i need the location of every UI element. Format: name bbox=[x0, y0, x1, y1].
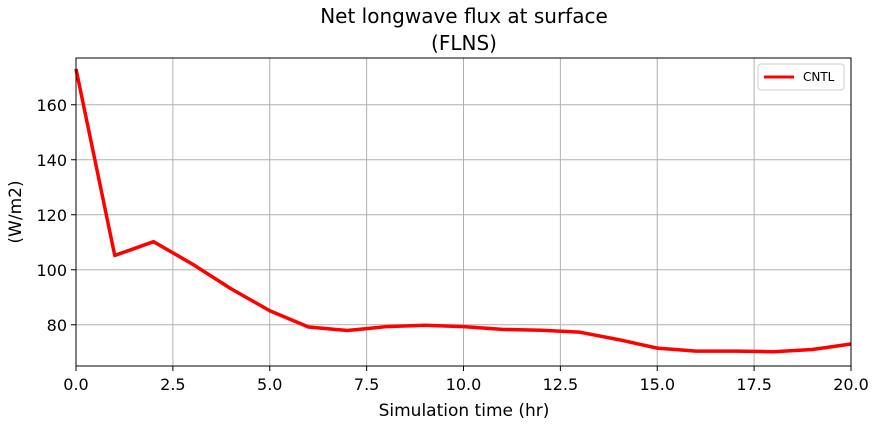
x-tick-label: 17.5 bbox=[736, 375, 772, 394]
legend: CNTL bbox=[757, 63, 845, 91]
grid bbox=[75, 58, 852, 366]
legend-box bbox=[757, 63, 845, 91]
x-axis: 0.0 2.5 5.0 7.5 10.0 12.5 15.0 17.5 20.0 bbox=[63, 366, 869, 394]
series-layer bbox=[74, 68, 852, 354]
y-tick-label: 160 bbox=[36, 96, 67, 115]
y-axis-label: (W/m2) bbox=[6, 180, 26, 243]
series-line-cntl bbox=[74, 68, 852, 354]
x-tick-label: 2.5 bbox=[160, 375, 185, 394]
y-tick-label: 100 bbox=[36, 261, 67, 280]
legend-label-cntl: CNTL bbox=[803, 70, 835, 84]
x-axis-label: Simulation time (hr) bbox=[379, 401, 550, 421]
y-axis: 80 100 120 140 160 bbox=[36, 96, 76, 335]
x-tick-label: 10.0 bbox=[446, 375, 482, 394]
x-tick-label: 12.5 bbox=[543, 375, 579, 394]
y-tick-label: 80 bbox=[47, 316, 67, 335]
x-tick-label: 20.0 bbox=[833, 375, 869, 394]
chart-subtitle: (FLNS) bbox=[431, 31, 497, 55]
x-tick-label: 5.0 bbox=[257, 375, 282, 394]
x-tick-label: 15.0 bbox=[639, 375, 675, 394]
chart-title: Net longwave flux at surface bbox=[320, 4, 608, 28]
y-tick-label: 140 bbox=[36, 151, 67, 170]
x-tick-label: 0.0 bbox=[63, 375, 88, 394]
x-tick-label: 7.5 bbox=[354, 375, 379, 394]
y-tick-label: 120 bbox=[36, 206, 67, 225]
